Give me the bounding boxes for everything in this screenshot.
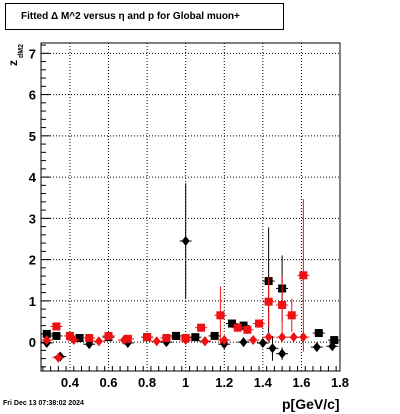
- data-point-square: [172, 331, 181, 340]
- data-point-square: [42, 329, 51, 338]
- x-tick-label: 0.4: [61, 375, 80, 390]
- data-point-square: [104, 331, 113, 340]
- y-tick-label: 5: [29, 129, 36, 144]
- data-point-square: [181, 333, 190, 342]
- chart-title: Fitted Δ M^2 versus η and p for Global m…: [5, 3, 284, 30]
- y-tick-label: 3: [29, 211, 36, 226]
- y-tick-label: 1: [29, 294, 36, 309]
- data-point-diamond: [181, 236, 190, 247]
- data-point-square: [216, 311, 225, 320]
- y-tick-label: 0: [29, 335, 36, 350]
- data-point-diamond: [220, 335, 229, 346]
- data-point-diamond: [94, 336, 103, 347]
- data-point-diamond: [54, 352, 63, 363]
- data-point-diamond: [152, 336, 161, 347]
- data-point-square: [210, 331, 219, 340]
- data-point-square: [52, 331, 61, 340]
- data-point-diamond: [289, 332, 298, 343]
- x-tick-label: 1.8: [331, 375, 349, 390]
- data-point-diamond: [258, 337, 267, 348]
- data-point-square: [65, 331, 74, 340]
- data-point-diamond: [239, 337, 248, 348]
- data-point-square: [162, 333, 171, 342]
- x-tick-label: 1: [182, 375, 189, 390]
- x-tick-label: 0.8: [138, 375, 156, 390]
- series-3: [50, 198, 310, 352]
- timestamp: Fri Dec 13 07:38:02 2024: [3, 400, 84, 407]
- data-point-diamond: [249, 335, 258, 346]
- data-point-square: [264, 297, 273, 306]
- data-point-diamond: [42, 335, 51, 346]
- data-point-square: [239, 321, 248, 330]
- data-point-square: [143, 333, 152, 342]
- data-point-square: [278, 300, 287, 309]
- plot-frame: [40, 42, 341, 372]
- data-point-diamond: [278, 348, 287, 359]
- grid-lines: [41, 43, 341, 371]
- data-point-square: [75, 333, 84, 342]
- y-tick-label: 7: [29, 46, 36, 61]
- data-point-square: [243, 325, 252, 334]
- data-point-square: [330, 336, 339, 345]
- data-point-diamond: [268, 343, 277, 354]
- data-point-diamond: [200, 336, 209, 347]
- data-point-square: [287, 311, 296, 320]
- tick-labels: 0.4 0.6 0.8 1 1.2 1.4 1.6 1.8 0 1 2 3 4 5 6 7: [29, 46, 349, 390]
- data-point-diamond: [264, 332, 273, 343]
- x-tick-label: 1.4: [254, 375, 273, 390]
- x-tick-label: 0.6: [99, 375, 117, 390]
- x-axis-label: p[GeV/c]: [282, 396, 340, 412]
- data-point-square: [299, 271, 308, 280]
- y-axis-label: z dM2: [4, 44, 36, 76]
- data-point-square: [85, 333, 94, 342]
- data-marks: [40, 183, 341, 363]
- y-axis-label-subscript: dM2: [18, 44, 25, 58]
- data-point-square: [227, 319, 236, 328]
- y-axis-label-main: z: [6, 60, 20, 66]
- y-tick-label: 6: [29, 88, 36, 103]
- data-point-square: [123, 334, 132, 343]
- series-1: [40, 227, 341, 345]
- data-point-square: [254, 319, 263, 328]
- y-tick-label: 4: [29, 170, 37, 185]
- data-point-square: [191, 333, 200, 342]
- data-point-square: [52, 322, 61, 331]
- y-tick-label: 2: [29, 253, 36, 268]
- x-tick-label: 1.2: [215, 375, 233, 390]
- data-point-square: [314, 329, 323, 338]
- data-point-diamond: [312, 342, 321, 353]
- data-point-square: [197, 323, 206, 332]
- data-point-square: [233, 323, 242, 332]
- data-point-diamond: [278, 332, 287, 343]
- x-tick-label: 1.6: [292, 375, 310, 390]
